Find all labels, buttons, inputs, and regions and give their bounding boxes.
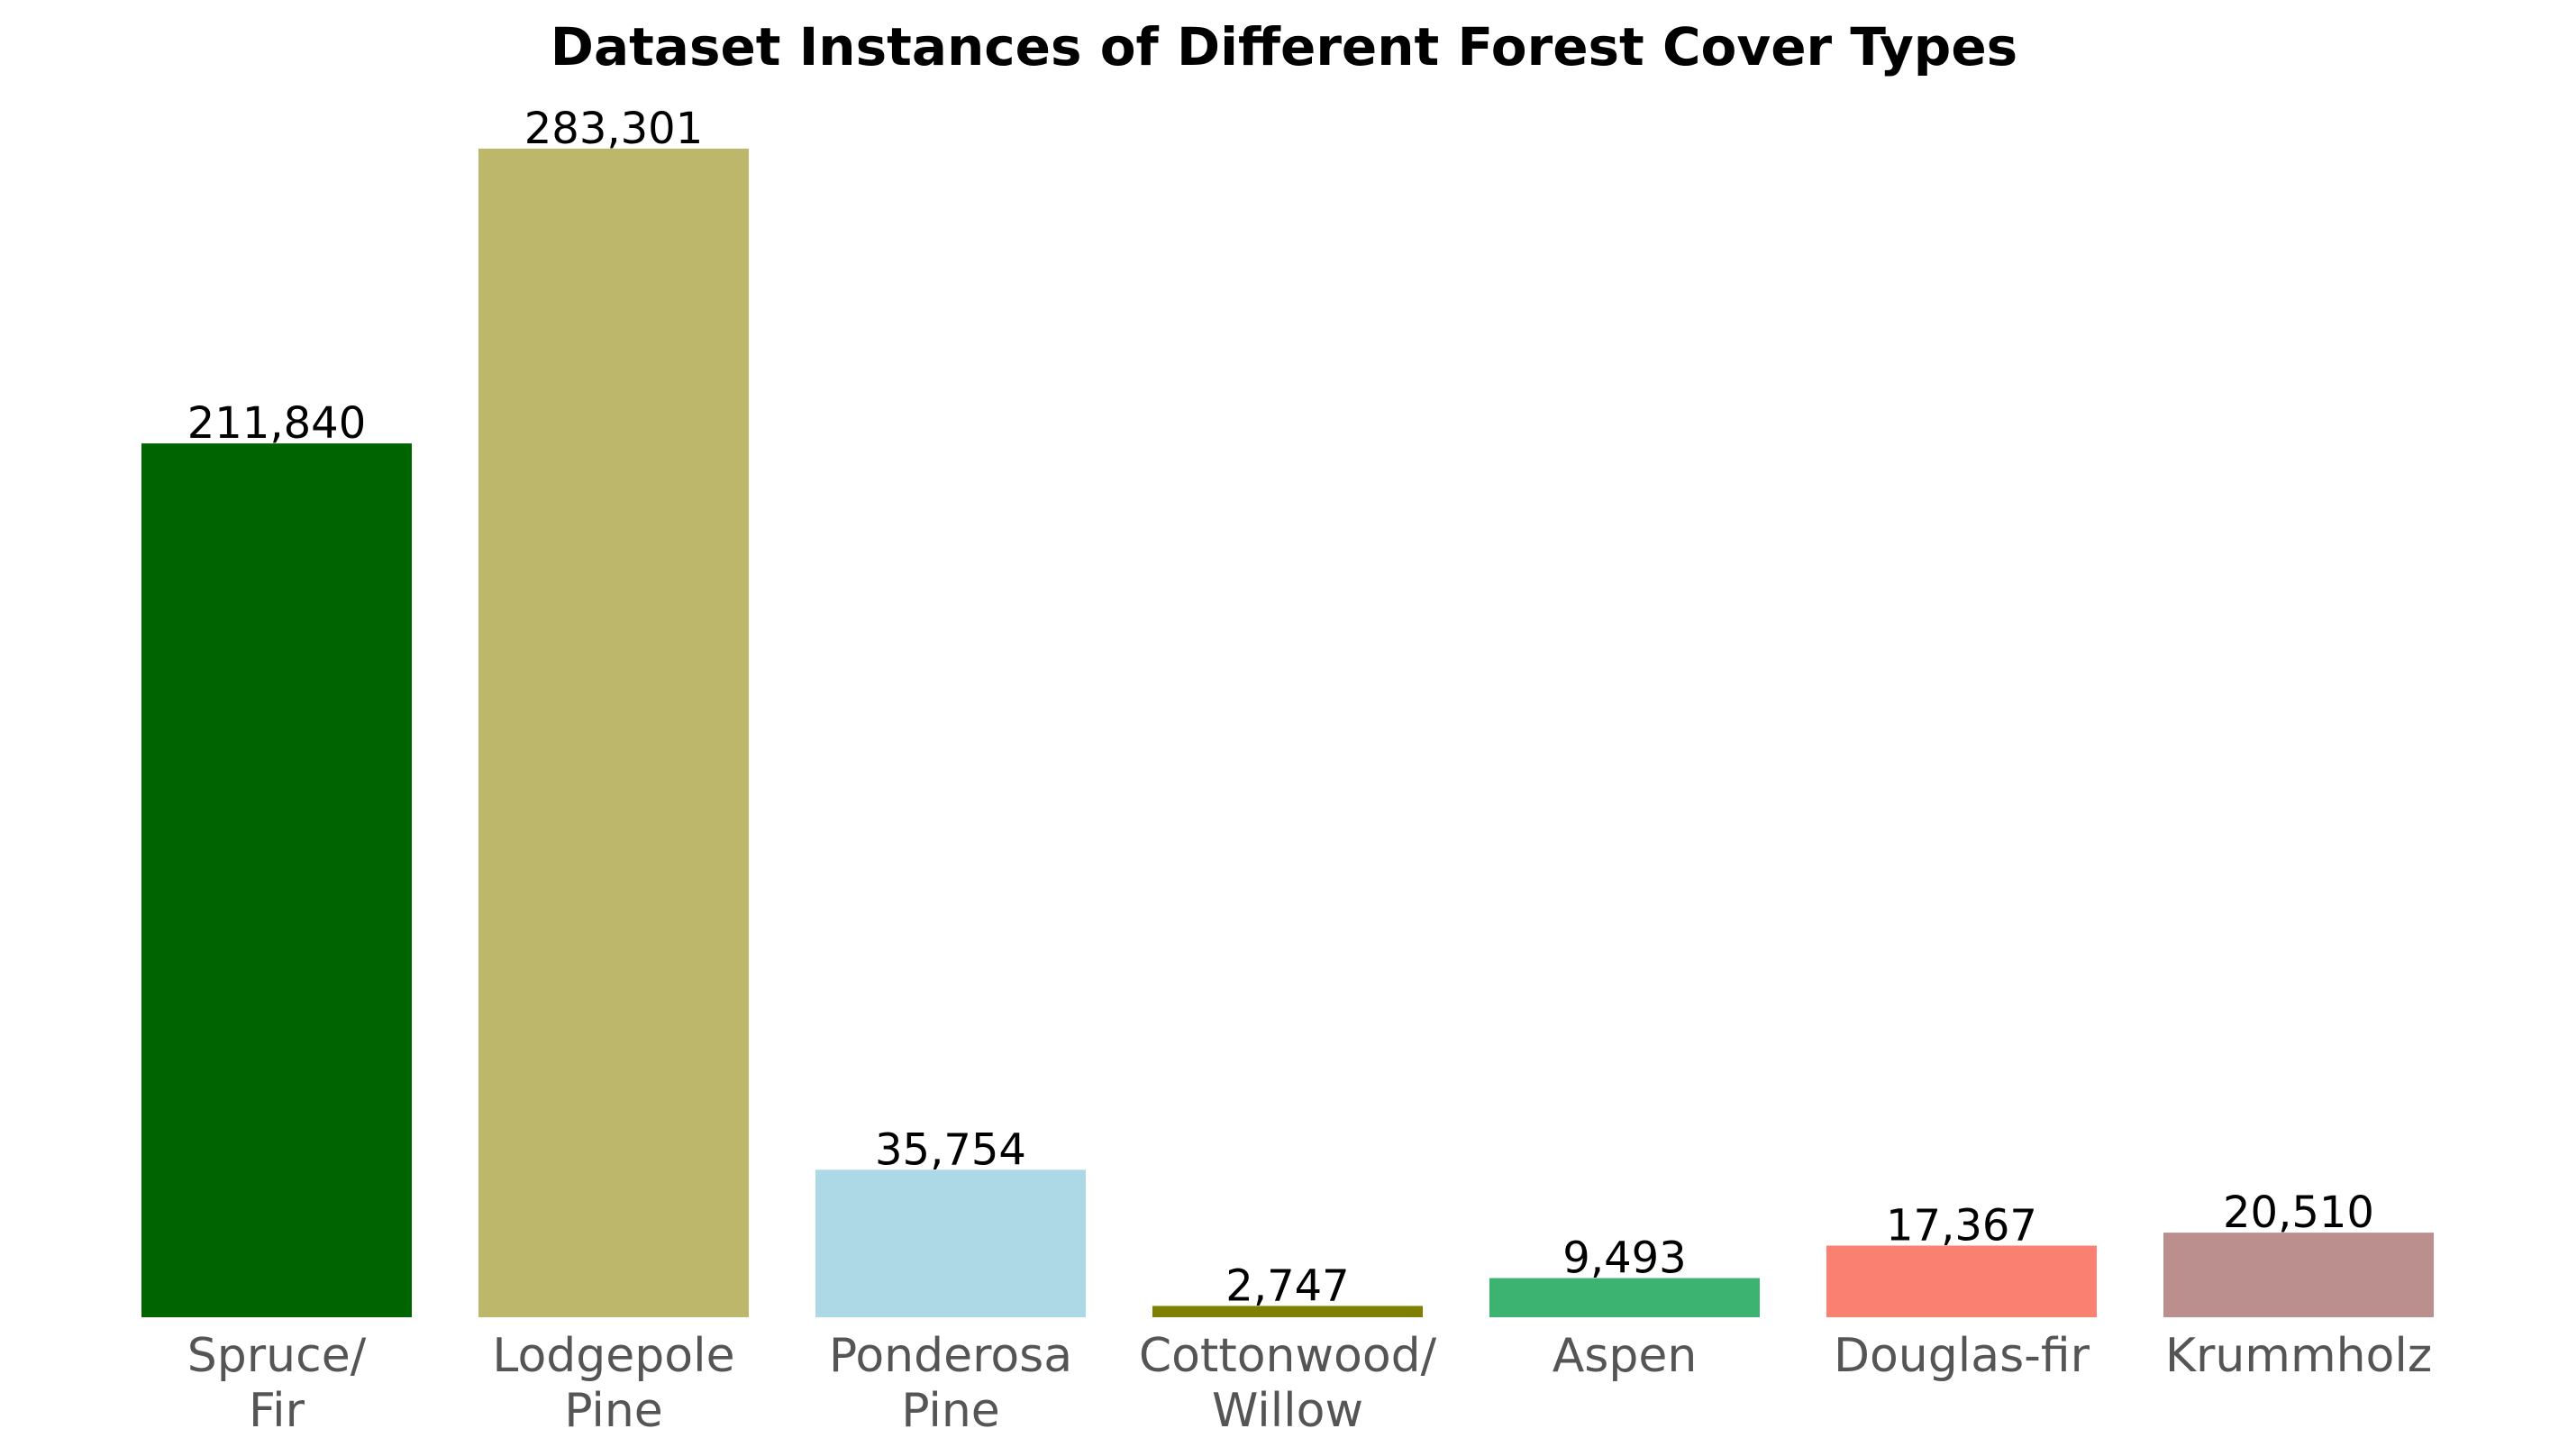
x-tick-label-line: Spruce/ xyxy=(187,1329,367,1383)
x-tick-label: Krummholz xyxy=(2165,1329,2432,1383)
x-tick-label: Spruce/Fir xyxy=(187,1329,367,1438)
x-tick-label: Cottonwood/Willow xyxy=(1139,1329,1437,1438)
x-tick-label-line: Krummholz xyxy=(2165,1329,2432,1383)
x-tick-label-line: Pine xyxy=(564,1384,663,1438)
x-tick-label-line: Cottonwood/ xyxy=(1139,1329,1437,1383)
bar-value-label: 17,367 xyxy=(1886,1200,2037,1251)
bar-value-label: 2,747 xyxy=(1225,1260,1349,1311)
x-tick-label-line: Lodgepole xyxy=(492,1329,734,1383)
x-tick-label-line: Aspen xyxy=(1553,1329,1698,1383)
bar xyxy=(141,443,412,1317)
value-labels-group: 211,840 283,301 35,754 2,747 9,493 17,367 20,5… xyxy=(187,104,2374,1311)
x-tick-label: Ponderosa Pine xyxy=(829,1329,1072,1438)
bar xyxy=(2163,1233,2434,1317)
bar xyxy=(815,1169,1086,1317)
chart-title: Dataset Instances of Different Forest Co… xyxy=(551,16,2017,77)
x-tick-label: Lodgepole Pine xyxy=(492,1329,734,1438)
bar-value-label: 211,840 xyxy=(187,398,367,449)
bar-value-label: 20,510 xyxy=(2223,1188,2374,1238)
x-tick-label-line: Willow xyxy=(1212,1384,1363,1438)
bar xyxy=(1489,1278,1760,1317)
x-tick-label-line: Fir xyxy=(249,1384,305,1438)
bar xyxy=(478,149,749,1317)
bar-value-label: 9,493 xyxy=(1562,1233,1686,1284)
x-tick-label: Aspen xyxy=(1553,1329,1698,1383)
x-tick-label-line: Ponderosa xyxy=(829,1329,1072,1383)
bar xyxy=(1826,1245,2097,1317)
bar xyxy=(1152,1306,1423,1317)
bar-value-label: 35,754 xyxy=(875,1124,1026,1175)
bar-value-label: 283,301 xyxy=(524,104,704,154)
x-tick-label-line: Pine xyxy=(901,1384,1000,1438)
x-tick-label: Douglas-fir xyxy=(1834,1329,2090,1383)
x-tick-label-line: Douglas-fir xyxy=(1834,1329,2090,1383)
bars-group xyxy=(141,149,2434,1317)
